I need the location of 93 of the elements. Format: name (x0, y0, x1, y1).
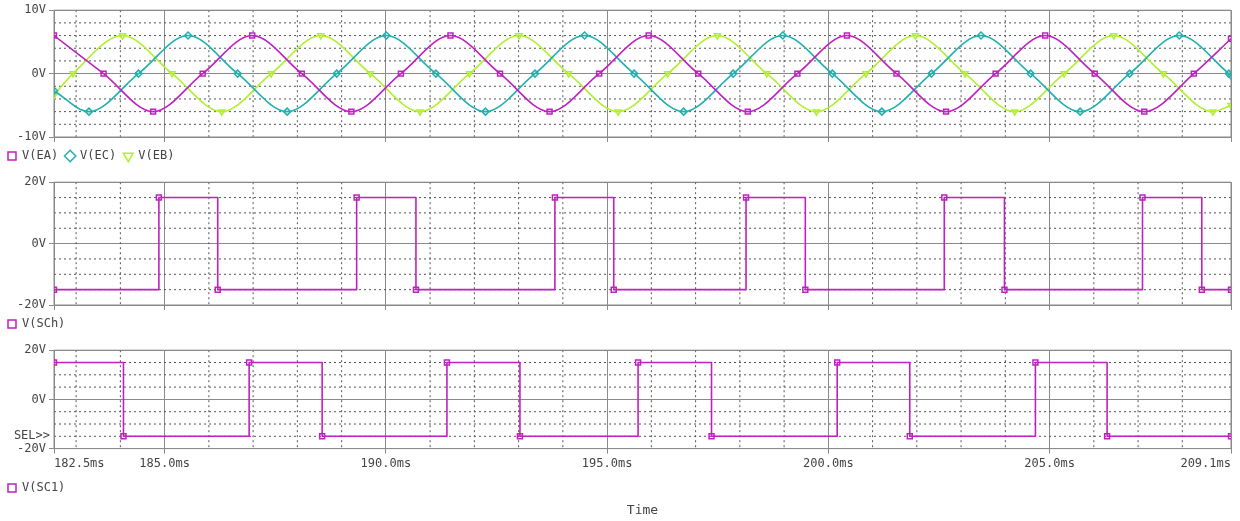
y-tick-label: 0V (31, 235, 46, 250)
x-tick-label: 190.0ms (360, 455, 412, 470)
point (679, 107, 688, 116)
text: SEL>> (13, 428, 50, 443)
point (812, 109, 821, 116)
point (695, 70, 702, 77)
x-axis-title: Time (626, 502, 659, 517)
legend-label: V(EB) (138, 148, 175, 163)
point (530, 69, 540, 78)
point (877, 107, 887, 116)
point (416, 109, 424, 116)
point (1091, 70, 1098, 77)
x-tick-label: 200.0ms (803, 455, 854, 470)
point (515, 33, 523, 40)
y-tick-label: 0V (31, 391, 46, 406)
point (728, 69, 738, 78)
point (595, 70, 603, 77)
point (183, 31, 193, 40)
point (828, 69, 837, 78)
y-tick-label: 10V (24, 2, 46, 17)
point (1174, 31, 1184, 40)
point (614, 109, 622, 116)
point (481, 107, 490, 116)
point (763, 71, 771, 78)
point (233, 69, 242, 78)
point (1109, 33, 1118, 40)
point (249, 32, 256, 39)
point (149, 108, 157, 115)
legend-label: V(EC) (80, 148, 117, 163)
x-tick-label: 205.0ms (1024, 455, 1075, 470)
point (84, 107, 94, 116)
point (546, 108, 553, 115)
point (862, 71, 870, 78)
point (1125, 69, 1134, 78)
point (1010, 109, 1019, 116)
point (1075, 107, 1085, 116)
point (431, 69, 441, 78)
point (663, 71, 672, 78)
y-tick-label: 20V (24, 174, 46, 189)
point (1026, 69, 1035, 78)
point (911, 33, 920, 40)
legend-label: V(SC1) (22, 480, 66, 495)
point (447, 32, 454, 39)
point (298, 70, 306, 77)
point (713, 33, 722, 40)
x-tick-label: 185.0ms (139, 455, 190, 470)
y-tick-label: 20V (24, 342, 46, 357)
point (893, 70, 900, 77)
point (397, 70, 405, 77)
point (1060, 71, 1068, 78)
x-tick-label: 195.0ms (581, 455, 633, 470)
point (961, 71, 969, 78)
point (1209, 109, 1217, 116)
point (118, 33, 127, 40)
point (168, 71, 176, 78)
point (1141, 108, 1148, 115)
point (282, 107, 292, 116)
point (794, 70, 801, 77)
y-tick-label: -10V (17, 129, 46, 144)
point (134, 69, 143, 78)
point (348, 108, 355, 115)
point (843, 32, 851, 39)
x-tick-label: 209.1ms (1180, 455, 1231, 470)
x-tick-label: 182.5ms (54, 455, 105, 470)
point (927, 69, 936, 78)
point (69, 71, 77, 78)
point (564, 71, 573, 78)
point (1190, 70, 1198, 77)
point (645, 32, 652, 39)
point (1159, 71, 1168, 78)
point (366, 71, 375, 78)
y-tick-label: -20V (17, 297, 46, 312)
point (942, 108, 950, 115)
point (976, 31, 986, 40)
point (1041, 32, 1049, 39)
point (317, 33, 325, 40)
point (744, 108, 752, 115)
point (496, 70, 504, 77)
point (992, 70, 999, 77)
point (580, 31, 589, 40)
legend-label: V(SCh) (22, 316, 66, 331)
y-tick-label: 0V (31, 65, 46, 80)
point (465, 71, 474, 78)
point (267, 71, 276, 78)
point (217, 109, 226, 116)
point (778, 31, 788, 40)
point (629, 69, 639, 78)
point (100, 70, 107, 77)
legend-label: V(EA) (22, 148, 59, 163)
point (199, 70, 206, 77)
point (332, 69, 341, 78)
point (382, 31, 391, 40)
y-tick-label: -20V (17, 440, 46, 455)
